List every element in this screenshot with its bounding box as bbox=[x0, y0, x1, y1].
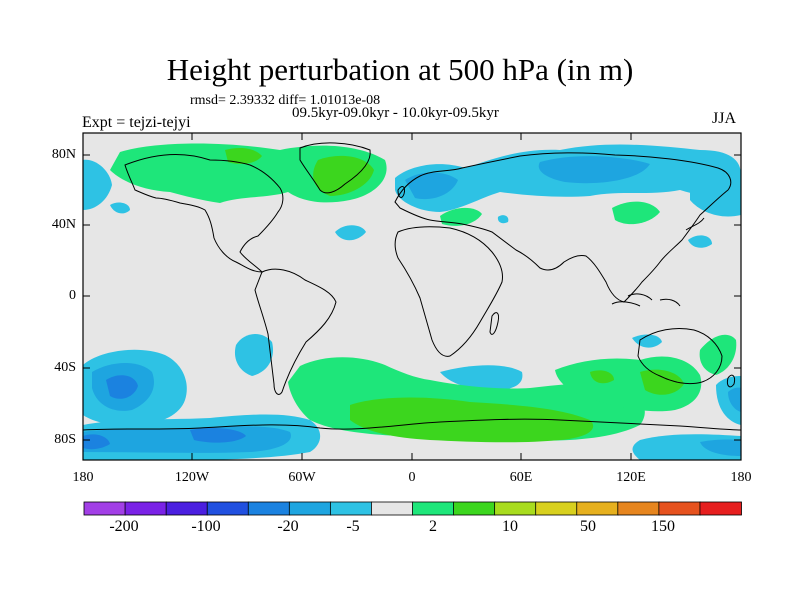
colorbar-label: -5 bbox=[346, 518, 359, 535]
lat-tick-label: 40N bbox=[52, 217, 76, 232]
colorbar-swatch bbox=[494, 501, 537, 516]
coast-africa bbox=[394, 226, 503, 357]
colorbar-labels: -200 -100 -20 -5 2 10 50 150 bbox=[109, 518, 675, 535]
contour-positive-north-atlantic bbox=[110, 143, 387, 203]
contour-positive-greenland-core bbox=[225, 148, 262, 164]
colorbar-label: 2 bbox=[429, 518, 437, 535]
coastlines bbox=[83, 142, 741, 431]
colorbar-swatch bbox=[329, 501, 373, 516]
lon-tick-label: 180 bbox=[73, 470, 94, 485]
colorbar-swatch bbox=[699, 501, 742, 516]
colorbar-label: -100 bbox=[191, 518, 220, 535]
colorbar-label: -20 bbox=[277, 518, 298, 535]
experiment-line: 09.5kyr-09.0kyr - 10.0kyr-09.5kyr bbox=[292, 105, 499, 121]
coast-madagascar bbox=[489, 312, 499, 335]
lat-tick-label: 0 bbox=[69, 288, 76, 303]
contour-negative-south-atlantic bbox=[440, 365, 523, 390]
contour-negative-caspian bbox=[497, 215, 509, 224]
lat-tick-label: 40S bbox=[54, 360, 76, 375]
colorbar-label: 150 bbox=[651, 518, 675, 535]
contour-negative-eurasia-mid bbox=[405, 172, 458, 200]
lon-tick-label: 120W bbox=[175, 470, 210, 485]
contour-negative-antarctic-band-core bbox=[83, 434, 110, 450]
colorbar-swatch bbox=[124, 501, 168, 516]
lon-tick-label: 0 bbox=[409, 470, 416, 485]
figure-title: Height perturbation at 500 hPa (in m) bbox=[166, 52, 634, 87]
lon-tick-label: 60E bbox=[510, 470, 533, 485]
expt-label: Expt = tejzi-tejyi bbox=[82, 114, 191, 131]
contour-negative-chile bbox=[234, 334, 274, 376]
colorbar-swatch bbox=[576, 501, 619, 516]
contour-positive-central-asia bbox=[612, 201, 660, 225]
coast-antarctica bbox=[83, 418, 741, 431]
colorbar-label: -200 bbox=[109, 518, 138, 535]
contour-negative-northeast-pacific bbox=[110, 202, 130, 214]
contour-positive-indian-ocean-strong-2 bbox=[590, 370, 614, 384]
coast-eurasia bbox=[394, 152, 732, 303]
contour-negative-antarctic-band-mid bbox=[83, 426, 291, 453]
coast-japan bbox=[685, 217, 705, 231]
lat-tick-label: 80N bbox=[52, 147, 76, 162]
contour-positive-indian-ocean bbox=[555, 356, 702, 412]
contour-field bbox=[83, 143, 741, 460]
colorbar-swatch bbox=[165, 501, 209, 516]
colorbar-swatch bbox=[206, 501, 250, 516]
lon-tick-label: 120E bbox=[616, 470, 646, 485]
contour-positive-south-atlantic-strong bbox=[350, 397, 594, 443]
colorbar-swatch bbox=[617, 501, 660, 516]
contour-negative-japan bbox=[688, 235, 712, 248]
lat-axis: 80N 40N 0 40S 80S bbox=[52, 147, 76, 447]
season-label: JJA bbox=[712, 110, 737, 127]
colorbar-swatch bbox=[288, 501, 332, 516]
coast-indonesia bbox=[611, 293, 681, 307]
coast-australia bbox=[637, 327, 723, 385]
contour-negative-east-antarctic-mid bbox=[700, 439, 741, 456]
axis-ticks bbox=[82, 133, 742, 460]
contour-positive-indian-ocean-strong bbox=[640, 369, 684, 395]
contour-negative-siberia-mid bbox=[538, 156, 650, 184]
contour-positive-east-australia bbox=[699, 334, 737, 375]
stats-line: rmsd= 2.39332 diff= 1.01013e-08 bbox=[190, 93, 381, 108]
coast-greenland bbox=[299, 142, 371, 194]
colorbar bbox=[83, 501, 742, 516]
colorbar-swatch bbox=[453, 501, 496, 516]
contour-negative-south-pacific-core bbox=[106, 375, 138, 399]
contour-negative-kamchatka bbox=[690, 187, 741, 217]
lon-axis: 180 120W 60W 0 60E 120E 180 bbox=[73, 470, 752, 485]
contour-positive-mediterranean bbox=[440, 207, 482, 226]
colorbar-swatch bbox=[658, 501, 701, 516]
contour-negative-southern-ocean-east-mid bbox=[728, 387, 741, 412]
lon-tick-label: 60W bbox=[288, 470, 316, 485]
colorbar-swatch bbox=[412, 501, 455, 516]
colorbar-swatch bbox=[371, 501, 414, 516]
coast-uk bbox=[397, 186, 405, 198]
lon-tick-label: 180 bbox=[731, 470, 752, 485]
contour-negative-antarctic-band-core-2 bbox=[190, 428, 246, 443]
contour-positive-greenland-strong bbox=[313, 155, 374, 196]
contour-negative-northwest-pacific bbox=[83, 159, 112, 210]
coast-new-zealand bbox=[727, 374, 735, 388]
colorbar-swatch bbox=[535, 501, 578, 516]
lat-tick-label: 80S bbox=[54, 432, 76, 447]
colorbar-swatch bbox=[247, 501, 291, 516]
colorbar-label: 10 bbox=[502, 518, 518, 535]
coast-south-america bbox=[254, 268, 337, 395]
colorbar-label: 50 bbox=[580, 518, 596, 535]
colorbar-swatch bbox=[83, 501, 126, 516]
contour-negative-west-atlantic bbox=[335, 225, 366, 241]
